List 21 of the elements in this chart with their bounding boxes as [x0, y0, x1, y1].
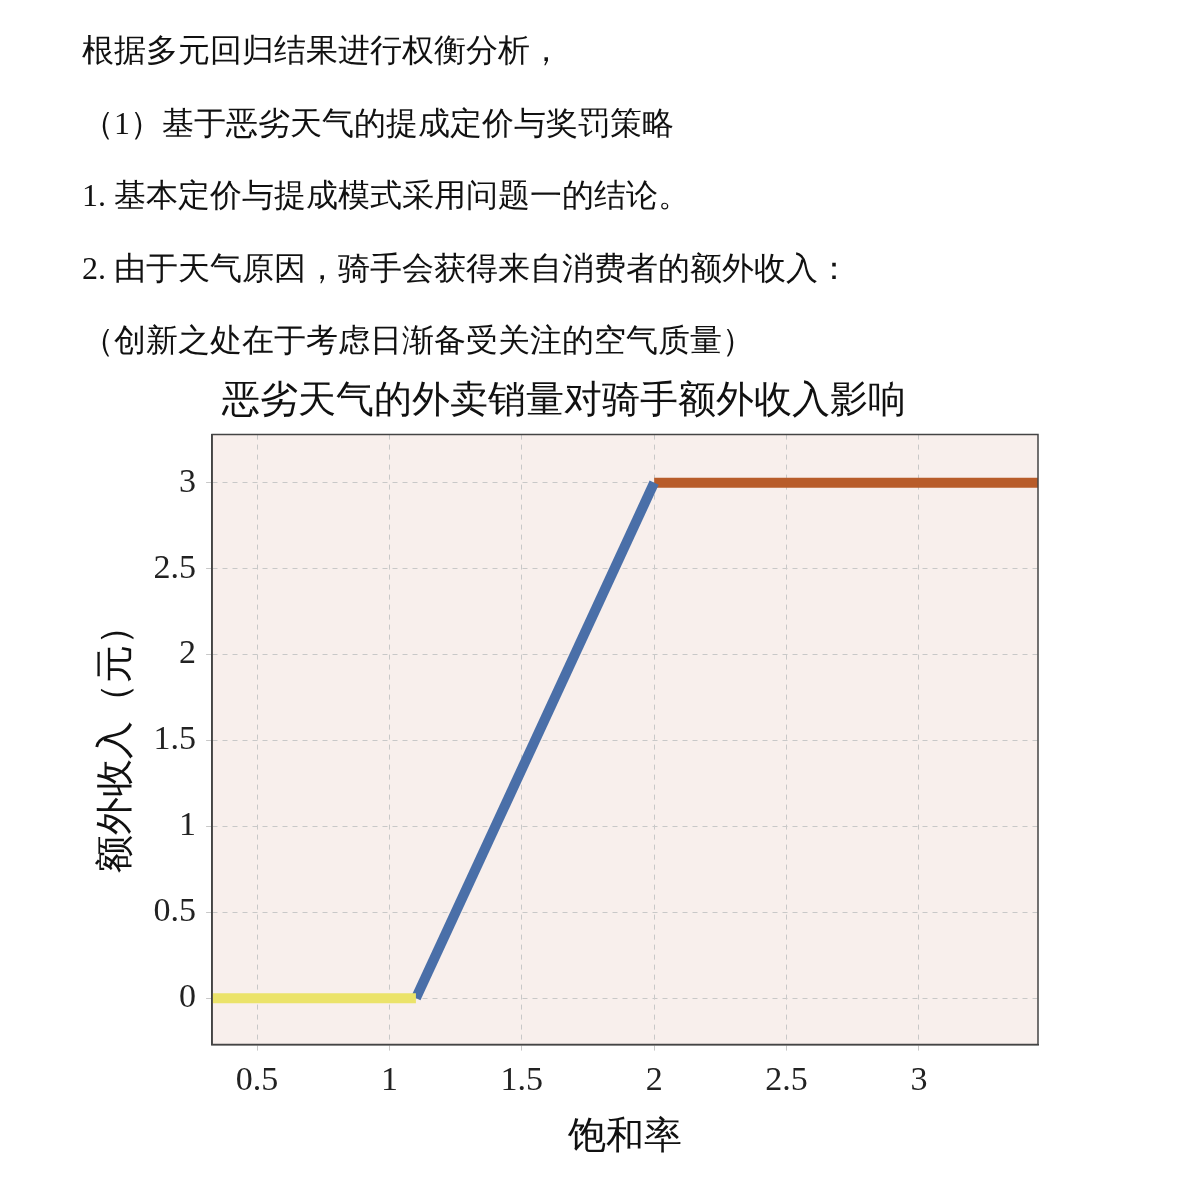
- y-tick-label: 0.5: [153, 891, 197, 929]
- y-tick-label: 0: [179, 977, 197, 1015]
- y-tick-label: 2.5: [153, 547, 197, 585]
- text: 根据多元回归结果进行权衡分析，: [82, 31, 563, 70]
- text: （创新之处在于考虑日渐备受关注的空气质量）: [82, 321, 755, 360]
- text: 2. 由于天气原因，骑手会获得来自消费者的额外收入：: [82, 248, 850, 288]
- x-tick-label: 2: [645, 1059, 663, 1097]
- x-tick-label: 1.5: [500, 1059, 544, 1097]
- x-tick-label: 2.5: [765, 1059, 808, 1097]
- y-tick-label: 3: [179, 461, 197, 499]
- text: （1）基于恶劣天气的提成定价与奖罚策略: [82, 103, 675, 143]
- chart-title: 恶劣天气的外卖销量对骑手额外收入影响: [221, 377, 906, 420]
- x-tick-label: 3: [910, 1059, 928, 1097]
- x-tick-label: 1: [380, 1059, 398, 1097]
- x-tick-label: 0.5: [235, 1059, 279, 1097]
- y-tick-label: 1.5: [153, 719, 197, 757]
- y-tick-label: 2: [179, 633, 197, 671]
- y-axis-title: 额外收入（元）: [92, 606, 135, 873]
- text: 1. 基本定价与提成模式采用问题一的结论。: [82, 176, 691, 215]
- y-tick-label: 1: [179, 805, 197, 843]
- x-axis-title: 饱和率: [567, 1114, 683, 1157]
